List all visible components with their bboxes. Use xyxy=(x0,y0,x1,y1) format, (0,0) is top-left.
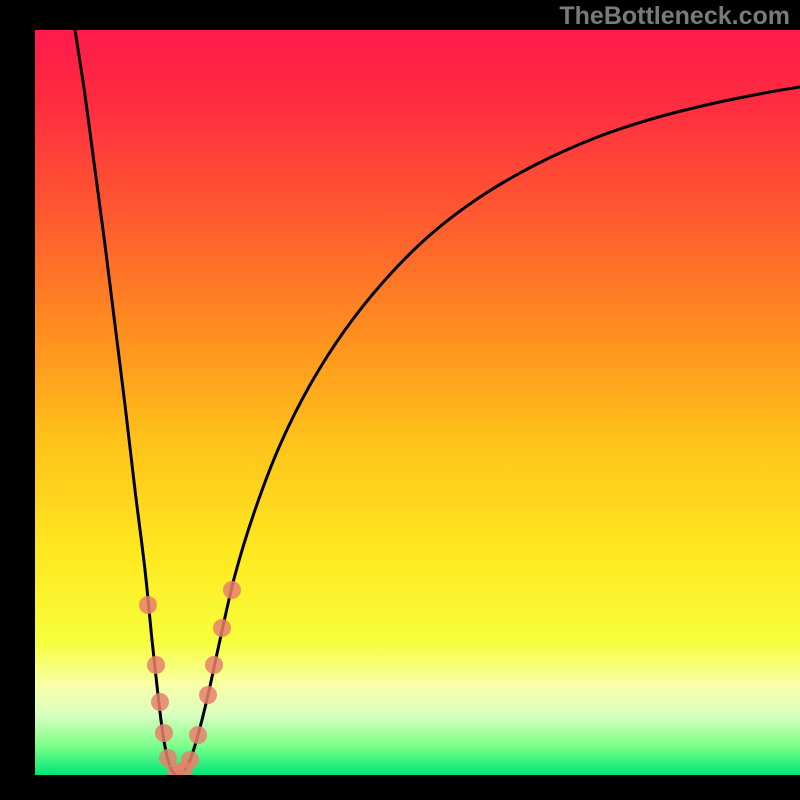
data-point-marker xyxy=(189,726,207,744)
data-point-marker xyxy=(223,581,241,599)
data-point-marker xyxy=(147,656,165,674)
data-point-marker xyxy=(151,693,169,711)
data-point-marker xyxy=(213,619,231,637)
chart-svg xyxy=(0,0,800,800)
data-point-marker xyxy=(139,596,157,614)
data-point-marker xyxy=(181,751,199,769)
data-point-marker xyxy=(155,724,173,742)
data-point-marker xyxy=(199,686,217,704)
data-point-marker xyxy=(205,656,223,674)
bottleneck-chart: TheBottleneck.com xyxy=(0,0,800,800)
watermark-text: TheBottleneck.com xyxy=(559,2,790,31)
